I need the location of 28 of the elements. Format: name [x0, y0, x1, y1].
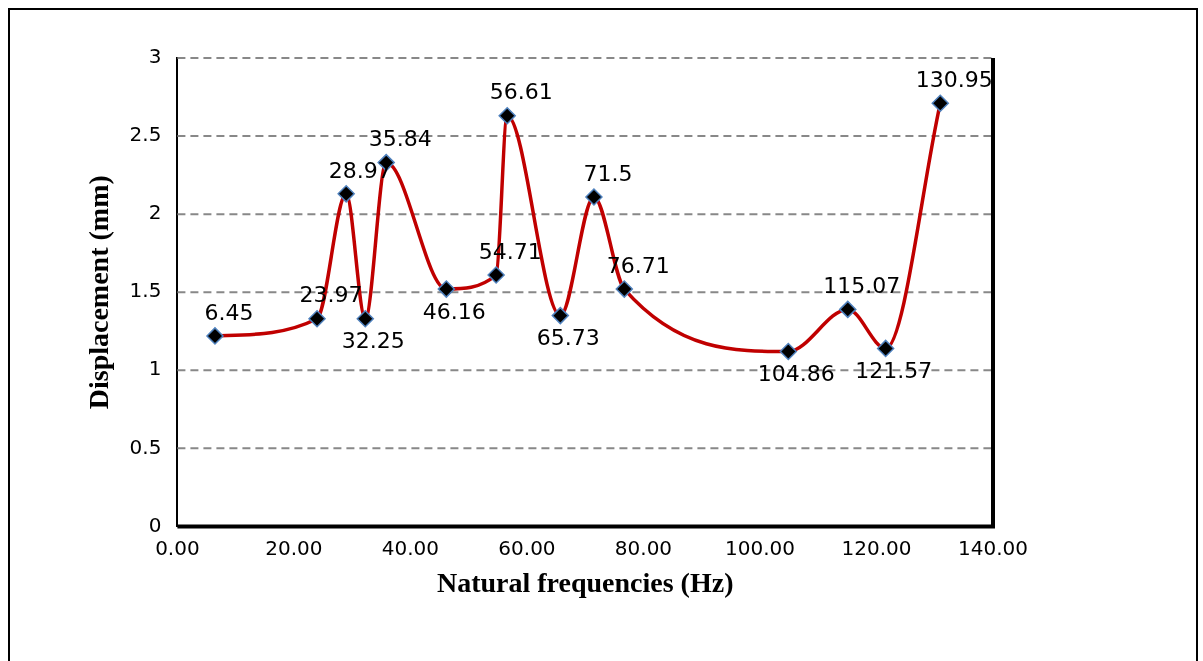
x-tick-label: 0.00: [155, 535, 200, 560]
y-tick-label: 3: [148, 44, 162, 69]
y-axis-title: Displacement (mm): [83, 175, 115, 410]
y-tick-label: 0.5: [129, 434, 162, 459]
x-tick-label: 120.00: [841, 535, 912, 560]
annotation: 104.86: [757, 361, 835, 387]
annotation: 121.57: [855, 358, 933, 384]
x-tick-label: 60.00: [498, 535, 556, 560]
annotation: 65.73: [536, 325, 600, 351]
annotation: 6.45: [204, 299, 254, 325]
annotation: 130.95: [915, 67, 993, 92]
annotation: 71.5: [583, 160, 633, 186]
x-tick-label: 140.00: [958, 535, 1028, 560]
x-axis-title: Natural frequencies (Hz): [436, 567, 734, 599]
y-tick-label: 2: [148, 200, 162, 225]
y-tick-label: 1.5: [129, 278, 162, 303]
x-tick-label: 40.00: [381, 535, 440, 560]
annotation: 115.07: [823, 273, 901, 299]
annotation: 46.16: [422, 298, 486, 324]
annotation: 56.61: [489, 79, 553, 105]
y-tick-label: 2.5: [129, 122, 162, 147]
annotation: 35.84: [368, 126, 432, 152]
x-tick-label: 20.00: [265, 535, 323, 560]
annotation: 32.25: [341, 328, 405, 354]
x-tick-label: 80.00: [614, 535, 673, 560]
y-tick-label: 0: [148, 512, 162, 537]
y-tick-label: 1: [148, 356, 162, 381]
x-tick-label: 100.00: [724, 535, 795, 560]
